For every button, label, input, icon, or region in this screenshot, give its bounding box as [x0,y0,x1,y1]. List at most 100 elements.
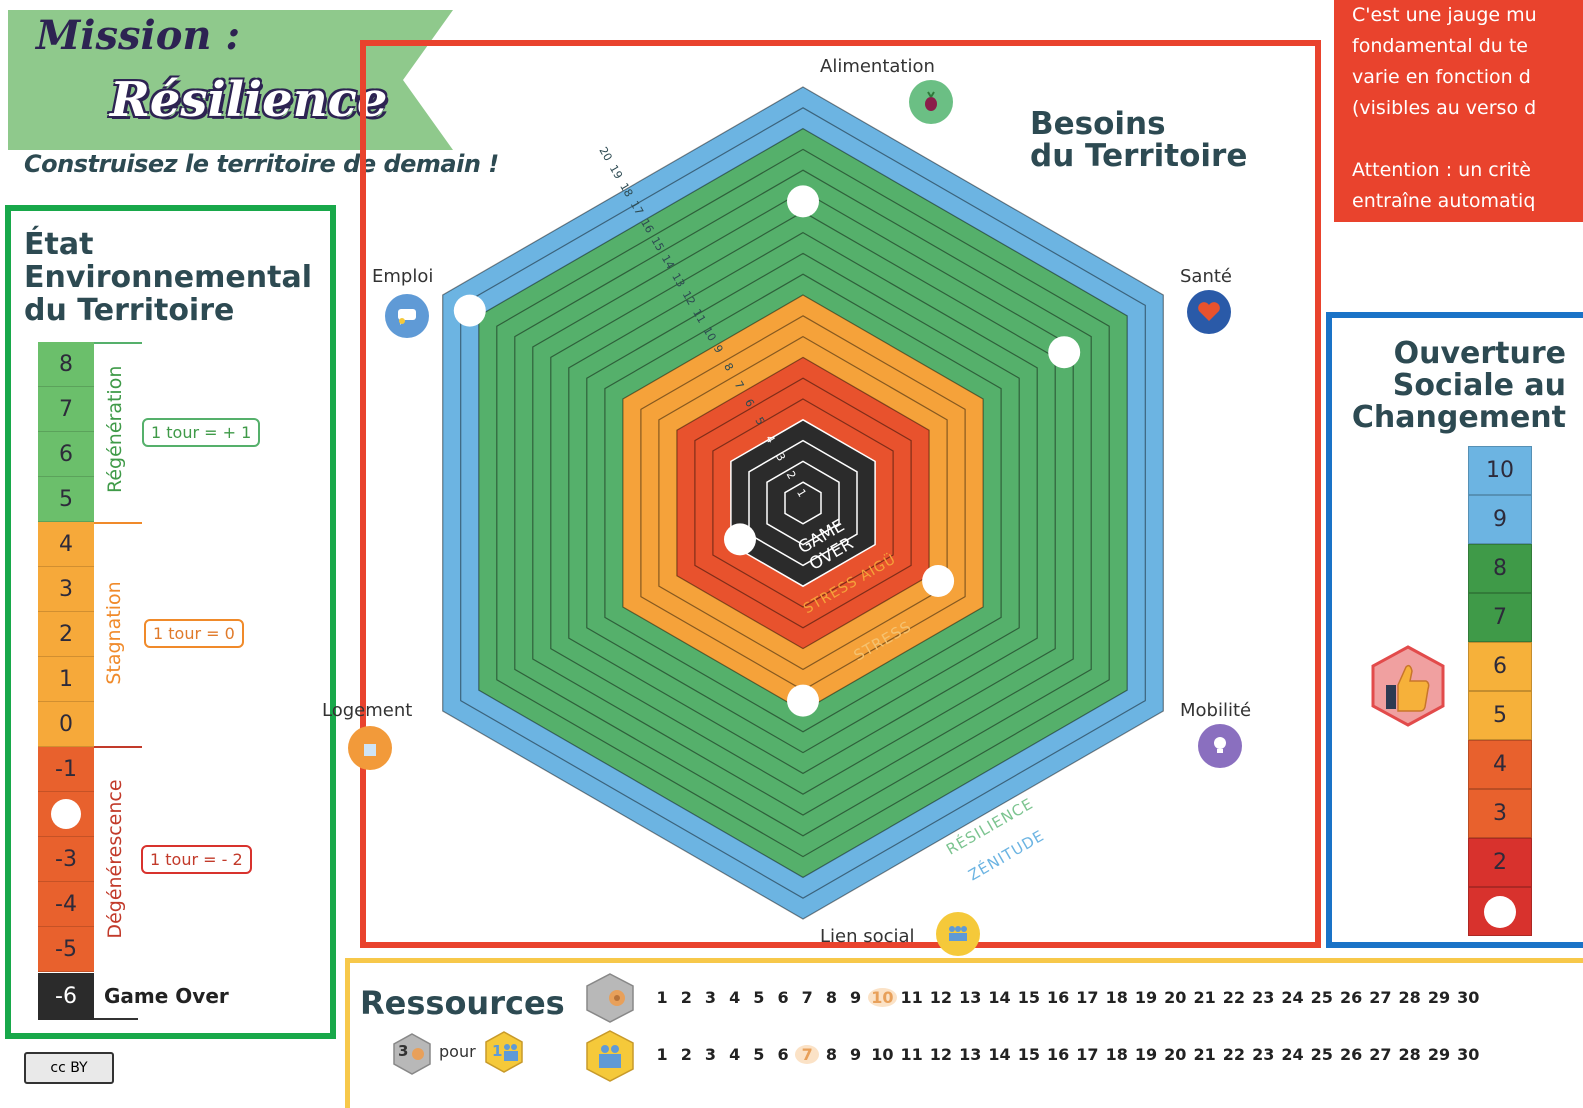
resource-step[interactable]: 2 [680,1045,692,1064]
thumbs-up-icon [1371,645,1445,727]
ring-number: 12 [680,289,698,308]
resource-step[interactable]: 14 [988,1045,1011,1064]
resource-step[interactable]: 11 [900,988,923,1007]
need-level-token-alimentation[interactable] [787,185,819,218]
resource-step[interactable]: 28 [1398,988,1421,1007]
resource-step[interactable]: 8 [825,1045,837,1064]
regeneration-rule-badge: 1 tour = + 1 [142,418,261,447]
resource-step[interactable]: 20 [1164,1045,1187,1064]
axis-label-alimentation: Alimentation [820,56,935,77]
beet-icon [909,80,953,124]
resource-step[interactable]: 24 [1281,1045,1304,1064]
ring-number: 10 [700,325,718,344]
resource-step[interactable]: 30 [1457,988,1480,1007]
environment-title-line: Environnemental [24,260,312,295]
resource-step[interactable]: 2 [680,988,692,1007]
resource-step[interactable]: 16 [1046,1045,1070,1064]
resource-step[interactable]: 25 [1310,988,1333,1007]
gauge-cell: 3 [38,567,94,612]
exchange-people-count: 1 [492,1042,503,1060]
resource-step[interactable]: 29 [1427,1045,1451,1064]
resource-step[interactable]: 10 [867,988,897,1007]
resource-step[interactable]: 15 [1017,988,1040,1007]
resource-step[interactable]: 26 [1339,1045,1363,1064]
resource-step[interactable]: 29 [1427,988,1451,1007]
game-title-line2: Résilience [110,72,388,128]
resource-step[interactable]: 21 [1193,1045,1216,1064]
resource-step[interactable]: 13 [959,1045,982,1064]
social-title-line: Ouverture [1393,336,1566,371]
resource-step[interactable]: 4 [729,988,741,1007]
resource-step[interactable]: 22 [1222,1045,1246,1064]
need-level-token-mobilite[interactable] [922,565,955,597]
resource-step[interactable]: 9 [850,988,862,1007]
need-level-token-sante[interactable] [1048,336,1081,369]
resource-step[interactable]: 1 [656,988,668,1007]
resource-step[interactable]: 10 [871,1045,894,1064]
needs-title-line: du Territoire [1030,138,1248,174]
resource-step[interactable]: 13 [959,988,982,1007]
gauge-cell: 2 [38,612,94,657]
resource-step[interactable]: 22 [1222,988,1246,1007]
resource-step[interactable]: 30 [1457,1045,1480,1064]
resource-track: 1 2 3 4 5 6 7 8 9 10 11 12 13 14 15 16 17 18 19 20 21 22 23 24 2… [650,1045,1483,1064]
gauge-cell: 1 [38,657,94,702]
resource-step[interactable]: 17 [1076,1045,1099,1064]
resource-step[interactable]: 19 [1134,988,1158,1007]
social-title-line: Changement [1351,400,1566,435]
resource-step[interactable]: 27 [1369,988,1392,1007]
need-level-token-emploi[interactable] [453,294,486,327]
ring-number: 20 [596,145,614,164]
needs-title: Besoins du Territoire [1030,108,1247,172]
resource-step[interactable]: 24 [1281,988,1304,1007]
resource-step[interactable]: 14 [988,988,1011,1007]
need-level-token-logement[interactable] [724,523,756,556]
people-icon [586,1030,634,1082]
note-line: (visibles au verso d [1352,97,1537,119]
resource-step[interactable]: 21 [1193,988,1216,1007]
resource-step[interactable]: 28 [1398,1045,1421,1064]
resource-step[interactable]: 4 [729,1045,741,1064]
resource-step[interactable]: 6 [777,988,789,1007]
resource-step[interactable]: 25 [1310,1045,1333,1064]
resource-step[interactable]: 5 [753,1045,765,1064]
resource-step[interactable]: 12 [929,1045,953,1064]
resource-step[interactable]: 7 [801,988,813,1007]
resource-step[interactable]: 6 [777,1045,789,1064]
resource-step[interactable]: 27 [1369,1045,1392,1064]
level-token[interactable] [1484,895,1516,928]
note-line: fondamental du te [1352,35,1528,57]
resource-step[interactable]: 3 [704,1045,717,1064]
gauge-cell-token[interactable] [38,792,94,837]
need-level-token-lien-social[interactable] [787,684,819,717]
resource-step[interactable]: 23 [1252,1045,1275,1064]
resource-step[interactable]: 18 [1105,1045,1128,1064]
resource-step[interactable]: 9 [850,1045,862,1064]
resource-step[interactable]: 3 [704,988,717,1007]
level-token[interactable] [51,799,81,829]
resource-step[interactable]: 15 [1017,1045,1040,1064]
resource-track: 1 2 3 4 5 6 7 8 9 10 11 12 13 14 15 16 17 18 19 20 21 22 23 24 2… [650,988,1483,1007]
ring-number: 14 [659,253,677,272]
game-title-line1: Mission : [36,12,241,59]
resources-panel-frame [345,958,1583,1108]
resource-step[interactable]: 11 [900,1045,923,1064]
chat-icon [385,294,429,338]
social-cell: 8 [1468,544,1532,593]
resource-step[interactable]: 12 [929,988,953,1007]
environment-title-line: du Territoire [24,293,235,328]
social-cell-token[interactable] [1468,887,1532,936]
resource-step[interactable]: 20 [1164,988,1187,1007]
zone-divider [94,522,142,524]
resource-step[interactable]: 1 [656,1045,668,1064]
resource-step[interactable]: 17 [1076,988,1099,1007]
resource-step[interactable]: 19 [1134,1045,1158,1064]
resource-step[interactable]: 7 [795,1045,820,1064]
resource-step[interactable]: 23 [1252,988,1275,1007]
resource-step[interactable]: 5 [753,988,765,1007]
resource-step[interactable]: 26 [1339,988,1363,1007]
resource-step[interactable]: 18 [1105,988,1128,1007]
resource-step[interactable]: 8 [825,988,837,1007]
stagnation-rule-badge: 1 tour = 0 [144,619,244,648]
resource-step[interactable]: 16 [1046,988,1070,1007]
